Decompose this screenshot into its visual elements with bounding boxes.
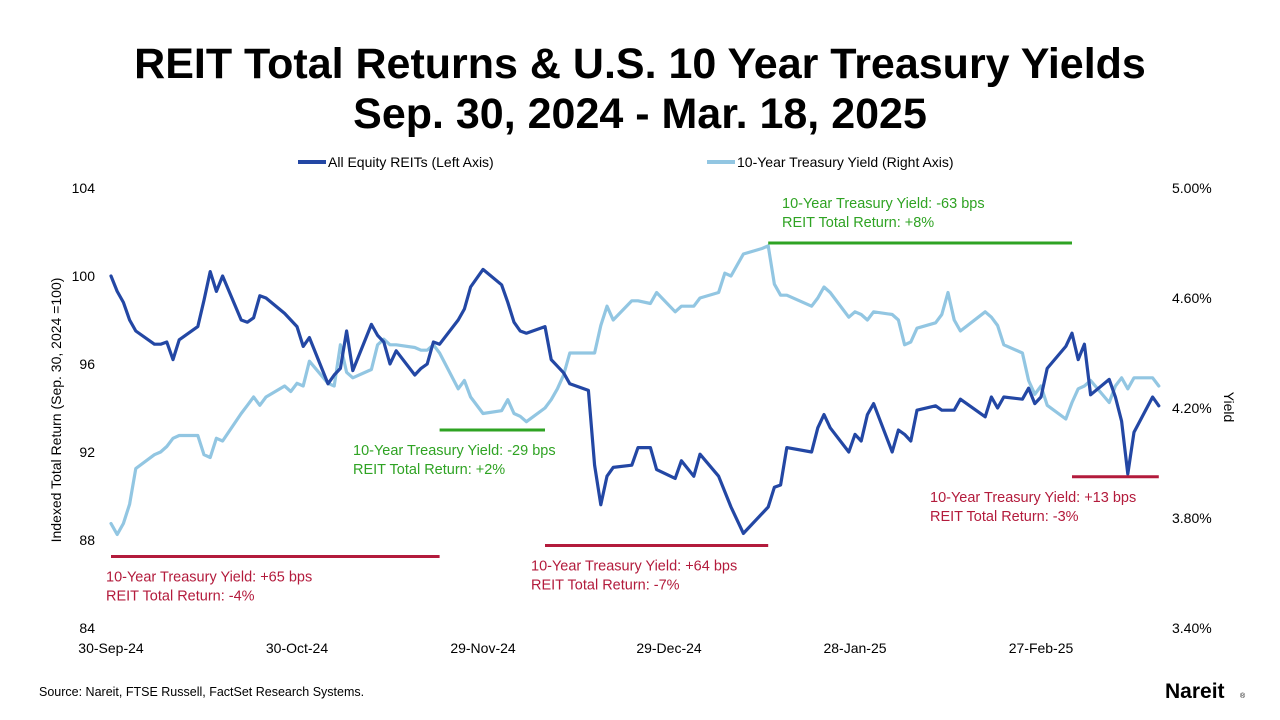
x-tick-label: 29-Nov-24 bbox=[450, 640, 516, 656]
left-tick-label: 100 bbox=[72, 268, 96, 284]
x-axis: 30-Sep-24 30-Oct-24 29-Nov-24 29-Dec-24 28-J… bbox=[78, 640, 1073, 656]
annotation-return-text: REIT Total Return: -4% bbox=[106, 589, 255, 605]
x-tick-label: 29-Dec-24 bbox=[636, 640, 702, 656]
nareit-logo: Nareit ® bbox=[1165, 680, 1246, 703]
left-tick-label: 104 bbox=[72, 180, 96, 196]
annotation-yield-text: 10-Year Treasury Yield: +65 bps bbox=[106, 570, 312, 586]
annotation-yield-text: 10-Year Treasury Yield: -29 bps bbox=[353, 443, 556, 459]
annotation-return-text: REIT Total Return: -7% bbox=[531, 578, 680, 594]
source-note: Source: Nareit, FTSE Russell, FactSet Re… bbox=[39, 685, 364, 699]
x-tick-label: 30-Oct-24 bbox=[266, 640, 328, 656]
left-axis: 84 88 92 96 100 104 bbox=[72, 180, 96, 636]
series-line-reits bbox=[109, 267, 1161, 535]
series-layer bbox=[109, 244, 1161, 537]
right-tick-label: 4.20% bbox=[1172, 400, 1212, 416]
chart-title-line1: REIT Total Returns & U.S. 10 Year Treasu… bbox=[134, 40, 1146, 88]
left-tick-label: 88 bbox=[79, 532, 95, 548]
right-tick-label: 5.00% bbox=[1172, 180, 1212, 196]
annotation-yield-text: 10-Year Treasury Yield: +64 bps bbox=[531, 559, 737, 575]
right-axis: 3.40% 3.80% 4.20% 4.60% 5.00% bbox=[1172, 180, 1212, 636]
annotation-return-text: REIT Total Return: +8% bbox=[782, 215, 934, 231]
right-tick-label: 3.40% bbox=[1172, 620, 1212, 636]
annotations: 10-Year Treasury Yield: +65 bps REIT Tota… bbox=[106, 196, 1159, 605]
legend-label-treasury: 10-Year Treasury Yield (Right Axis) bbox=[737, 154, 954, 170]
x-tick-label: 28-Jan-25 bbox=[823, 640, 886, 656]
annotation-return-text: REIT Total Return: +2% bbox=[353, 462, 505, 478]
right-tick-label: 4.60% bbox=[1172, 290, 1212, 306]
annotation-return-text: REIT Total Return: -3% bbox=[930, 509, 1079, 525]
annotation-yield-text: 10-Year Treasury Yield: +13 bps bbox=[930, 490, 1136, 506]
series-line-treasury bbox=[109, 244, 1161, 537]
right-axis-label: Yield bbox=[1221, 392, 1237, 423]
legend: All Equity REITs (Left Axis) 10-Year Tre… bbox=[298, 154, 954, 170]
left-tick-label: 96 bbox=[79, 356, 95, 372]
x-tick-label: 27-Feb-25 bbox=[1009, 640, 1074, 656]
left-axis-label: Indexed Total Return (Sep. 30, 2024 =100… bbox=[48, 278, 64, 543]
left-tick-label: 92 bbox=[79, 444, 95, 460]
annotation-yield-text: 10-Year Treasury Yield: -63 bps bbox=[782, 196, 985, 212]
logo-text: Nareit bbox=[1165, 680, 1225, 703]
legend-label-reits: All Equity REITs (Left Axis) bbox=[328, 154, 494, 170]
left-tick-label: 84 bbox=[79, 620, 95, 636]
registered-mark-icon: ® bbox=[1240, 692, 1246, 700]
chart-title-line2: Sep. 30, 2024 - Mar. 18, 2025 bbox=[353, 90, 927, 138]
x-tick-label: 30-Sep-24 bbox=[78, 640, 144, 656]
right-tick-label: 3.80% bbox=[1172, 510, 1212, 526]
